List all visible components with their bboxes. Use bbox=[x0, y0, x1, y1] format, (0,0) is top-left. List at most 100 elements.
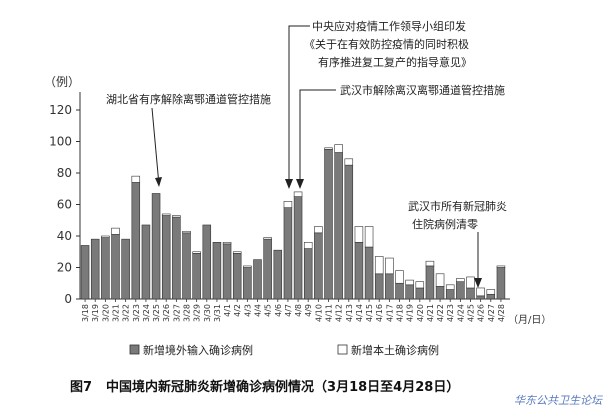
y-axis-unit: （例） bbox=[44, 75, 80, 89]
x-tick-label: 4/12 bbox=[335, 304, 344, 322]
annotation-guidance-arrow bbox=[288, 25, 310, 186]
x-tick-label: 3/20 bbox=[101, 304, 110, 322]
bar-local bbox=[232, 251, 242, 254]
x-tick-label: 4/9 bbox=[304, 304, 313, 317]
y-tick-label: 20 bbox=[57, 261, 72, 275]
x-tick-label: 4/3 bbox=[243, 304, 252, 317]
bar-imported bbox=[202, 224, 212, 300]
figure-number: 图7 bbox=[70, 380, 93, 395]
x-tick-label: 3/28 bbox=[183, 304, 192, 322]
bar-imported bbox=[405, 284, 414, 300]
x-tick-label: 3/21 bbox=[112, 304, 121, 322]
x-tick-label: 3/25 bbox=[152, 304, 161, 322]
bar-local bbox=[486, 289, 496, 295]
x-tick-label: 4/22 bbox=[436, 304, 445, 322]
bar-local bbox=[456, 278, 465, 282]
bar-imported bbox=[192, 253, 201, 300]
bar-local bbox=[344, 158, 354, 166]
y-tick-label: 120 bbox=[49, 103, 72, 117]
legend-label-local: 新增本土确诊病例 bbox=[351, 343, 439, 357]
bar-imported bbox=[212, 242, 222, 300]
bar-local bbox=[425, 260, 435, 267]
annotation-wuhan-text: 武汉市解除离汉离鄂通道管控措施 bbox=[340, 83, 505, 97]
legend-swatch-imported bbox=[129, 344, 140, 355]
bar-local bbox=[445, 284, 455, 290]
bar-local bbox=[303, 242, 313, 249]
bar-local bbox=[222, 242, 232, 245]
x-tick-label: 4/17 bbox=[385, 304, 394, 322]
x-tick-label: 4/20 bbox=[416, 304, 425, 322]
x-tick-label: 3/31 bbox=[213, 304, 222, 322]
y-tick-label: 0 bbox=[64, 292, 72, 306]
figure-title: 中国境内新冠肺炎新增确诊病例情况（3月18日至4月28日） bbox=[106, 380, 460, 395]
annotation-hubei-arrow bbox=[151, 107, 160, 186]
annotation-cleared-line2: 住院病例清零 bbox=[412, 217, 478, 231]
annotation-guidance-line1: 中央应对疫情工作领导小组印发 bbox=[312, 19, 466, 33]
bar-imported bbox=[263, 238, 272, 300]
x-tick-label: 4/5 bbox=[264, 304, 273, 317]
y-tick-label: 60 bbox=[57, 198, 72, 212]
x-tick-label: 4/23 bbox=[446, 304, 455, 322]
annotation-hubei-arrowhead bbox=[155, 177, 162, 187]
bar-local bbox=[161, 213, 171, 216]
legend-swatch-local bbox=[337, 344, 348, 355]
bar-imported bbox=[334, 152, 343, 300]
watermark: 华东公共卫生论坛 bbox=[514, 394, 602, 407]
bar-local bbox=[415, 281, 425, 289]
x-axis-unit: （月/日） bbox=[508, 314, 551, 326]
x-tick-label: 3/23 bbox=[132, 304, 141, 322]
x-tick-label: 3/19 bbox=[91, 304, 100, 322]
bar-local bbox=[324, 147, 333, 150]
bar-imported bbox=[344, 164, 354, 300]
x-tick-label: 3/27 bbox=[172, 304, 181, 322]
x-tick-label: 3/29 bbox=[193, 304, 202, 322]
bar-imported bbox=[293, 196, 303, 300]
annotation-guidance-arrowhead bbox=[285, 179, 293, 189]
x-tick-label: 4/6 bbox=[274, 304, 283, 317]
x-tick-label: 4/19 bbox=[406, 304, 415, 322]
bar-local bbox=[334, 144, 343, 153]
annotation-hubei-text: 湖北省有序解除离鄂通道管控措施 bbox=[106, 92, 271, 106]
bar-local bbox=[283, 201, 293, 208]
x-tick-label: 4/14 bbox=[355, 304, 364, 322]
y-tick-label: 80 bbox=[57, 166, 72, 180]
annotation-cleared-line1: 武汉市所有新冠肺炎 bbox=[408, 199, 507, 213]
bar-local bbox=[101, 235, 110, 238]
bar-imported bbox=[364, 246, 374, 300]
bar-imported bbox=[111, 234, 120, 300]
x-tick-label: 4/27 bbox=[487, 304, 496, 322]
bar-imported bbox=[425, 265, 435, 300]
bar-imported bbox=[395, 282, 404, 300]
bar-local bbox=[111, 227, 120, 235]
figure-caption: 图7 中国境内新冠肺炎新增确诊病例情况（3月18日至4月28日） bbox=[70, 376, 459, 395]
x-tick-label: 4/16 bbox=[375, 304, 384, 322]
bar-imported bbox=[253, 259, 262, 300]
bar-imported bbox=[80, 245, 90, 300]
bar-imported bbox=[151, 193, 161, 300]
legend-label-imported: 新增境外输入确诊病例 bbox=[143, 343, 253, 357]
x-tick-label: 4/18 bbox=[396, 304, 405, 322]
bar-local bbox=[476, 287, 485, 297]
x-tick-label: 4/8 bbox=[294, 304, 303, 317]
bar-imported bbox=[354, 242, 364, 300]
x-tick-label: 4/7 bbox=[284, 304, 293, 317]
x-tick-label: 4/13 bbox=[345, 304, 354, 322]
bar-local bbox=[192, 251, 201, 254]
x-tick-label: 3/18 bbox=[81, 304, 90, 322]
bar-imported bbox=[415, 287, 425, 300]
x-tick-label: 3/30 bbox=[203, 304, 212, 322]
bar-local bbox=[466, 276, 475, 289]
bar-imported bbox=[141, 224, 151, 300]
bar-local bbox=[172, 215, 181, 218]
annotation-cleared-arrowhead bbox=[474, 278, 482, 288]
bar-local bbox=[385, 257, 394, 275]
x-tick-label: 3/26 bbox=[162, 304, 171, 322]
x-tick-label: 4/28 bbox=[497, 304, 506, 322]
x-tick-label: 4/10 bbox=[314, 304, 323, 322]
bar-imported bbox=[456, 281, 465, 300]
bar-local bbox=[405, 279, 414, 286]
bar-imported bbox=[496, 267, 506, 300]
x-tick-label: 4/15 bbox=[365, 304, 374, 322]
